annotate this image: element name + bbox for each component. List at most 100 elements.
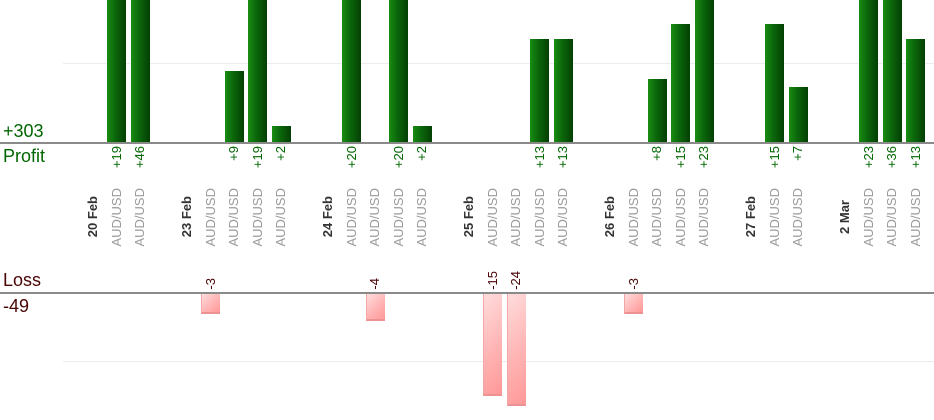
symbol-label: AUD/USD (414, 187, 430, 247)
date-label: 20 Feb (85, 196, 101, 238)
profit-bar (248, 0, 267, 142)
x-axis-date-group: 26 Feb (598, 181, 621, 253)
profit-bar (224, 70, 244, 142)
symbol-label: AUD/USD (696, 187, 712, 247)
x-axis-symbol-group: AUD/USD (551, 181, 574, 253)
x-axis-symbol-group: AUD/USD (246, 181, 269, 253)
loss-bar (365, 294, 385, 322)
x-axis-symbol-group: AUD/USD (269, 181, 292, 253)
x-axis-date-group: 27 Feb (739, 181, 762, 253)
x-axis-symbol-group: AUD/USD (481, 181, 504, 253)
loss-bar (506, 294, 526, 406)
symbol-label: AUD/USD (531, 187, 547, 247)
profit-bar (882, 0, 902, 142)
x-axis-symbol-group: AUD/USD (363, 181, 386, 253)
date-label: 2 Mar (837, 200, 853, 234)
profit-value-label: +15 (766, 146, 782, 169)
profit-bar (788, 86, 808, 142)
symbol-label: AUD/USD (860, 187, 876, 247)
profit-bar (107, 0, 126, 142)
x-axis-symbol-group: AUD/USD (504, 181, 527, 253)
symbol-label: AUD/USD (484, 187, 500, 247)
loss-axis-line (0, 292, 934, 294)
profit-value-label: +20 (390, 146, 406, 169)
profit-value-label: +13 (555, 146, 570, 169)
x-axis-symbol-group: AUD/USD (199, 181, 222, 253)
profit-value-label: +15 (672, 146, 688, 169)
profit-bar (389, 0, 408, 142)
profit-value-label: +19 (249, 146, 265, 169)
x-axis-symbol-group: AUD/USD (105, 181, 128, 253)
profit-value-label: +36 (884, 146, 899, 169)
date-label: 24 Feb (320, 196, 336, 238)
profit-value-label: +2 (273, 146, 288, 161)
symbol-label: AUD/USD (508, 187, 524, 247)
x-axis-date-group: 2 Mar (833, 181, 856, 253)
symbol-label: AUD/USD (132, 187, 148, 247)
date-label: 23 Feb (179, 196, 195, 238)
profit-bar (694, 0, 714, 142)
x-axis-symbol-group: AUD/USD (669, 181, 692, 253)
profit-bar (342, 0, 361, 142)
profit-value-label: +9 (226, 146, 241, 161)
x-axis-symbol-group: AUD/USD (387, 181, 410, 253)
date-label: 25 Feb (461, 196, 477, 238)
profit-bar (553, 39, 573, 142)
x-axis-symbol-group: AUD/USD (904, 181, 927, 253)
symbol-label: AUD/USD (390, 187, 406, 247)
loss-value-label: -15 (484, 271, 500, 290)
x-axis-symbol-group: AUD/USD (786, 181, 809, 253)
date-label: 26 Feb (602, 196, 618, 238)
profit-bar (412, 126, 432, 142)
symbol-label: AUD/USD (367, 187, 383, 247)
profit-total-value: +303 (3, 121, 44, 141)
profit-value-label: +23 (860, 146, 876, 169)
symbol-label: AUD/USD (625, 187, 641, 247)
loss-total-value: -49 (3, 296, 30, 316)
loss-bar (624, 294, 643, 315)
profit-value-label: +13 (907, 146, 923, 169)
profit-value-label: +23 (696, 146, 711, 169)
x-axis-date-group: 20 Feb (81, 181, 104, 253)
x-axis-symbol-group: AUD/USD (857, 181, 880, 253)
symbol-label: AUD/USD (790, 187, 806, 247)
profit-value-label: +46 (132, 146, 147, 169)
profit-bar (906, 39, 925, 142)
x-axis-date-group: 25 Feb (457, 181, 480, 253)
date-label: 27 Feb (743, 196, 759, 238)
symbol-label: AUD/USD (226, 187, 242, 247)
profit-value-label: +13 (531, 146, 547, 169)
loss-section-label: Loss (3, 270, 42, 290)
loss-value-label: -4 (367, 278, 382, 290)
x-axis-symbol-group: AUD/USD (410, 181, 433, 253)
symbol-label: AUD/USD (249, 187, 265, 247)
profit-bar (859, 0, 878, 142)
profit-value-label: +8 (649, 146, 664, 161)
profit-value-label: +2 (414, 146, 429, 161)
loss-bar (201, 294, 220, 315)
symbol-label: AUD/USD (649, 187, 665, 247)
symbol-label: AUD/USD (884, 187, 900, 247)
x-axis-symbol-group: AUD/USD (763, 181, 786, 253)
x-axis-date-group: 24 Feb (316, 181, 339, 253)
symbol-label: AUD/USD (766, 187, 782, 247)
symbol-label: AUD/USD (555, 187, 571, 247)
loss-value-label: -3 (202, 278, 218, 290)
x-axis-symbol-group: AUD/USD (622, 181, 645, 253)
profit-value-label: +20 (343, 146, 359, 169)
x-axis-symbol-group: AUD/USD (222, 181, 245, 253)
x-axis-date-group: 23 Feb (175, 181, 198, 253)
loss-value-label: -3 (625, 278, 641, 290)
profit-axis-line (0, 142, 934, 144)
profit-bar (271, 126, 291, 142)
x-axis-symbol-group: AUD/USD (528, 181, 551, 253)
profit-bar (765, 23, 784, 142)
x-axis-symbol-group: AUD/USD (692, 181, 715, 253)
x-axis-symbol-group: AUD/USD (880, 181, 903, 253)
profit-bar (130, 0, 150, 142)
profit-bar (647, 78, 667, 142)
profit-gridline (63, 63, 934, 64)
loss-value-label: -24 (508, 271, 523, 290)
profit-bar (671, 23, 690, 142)
